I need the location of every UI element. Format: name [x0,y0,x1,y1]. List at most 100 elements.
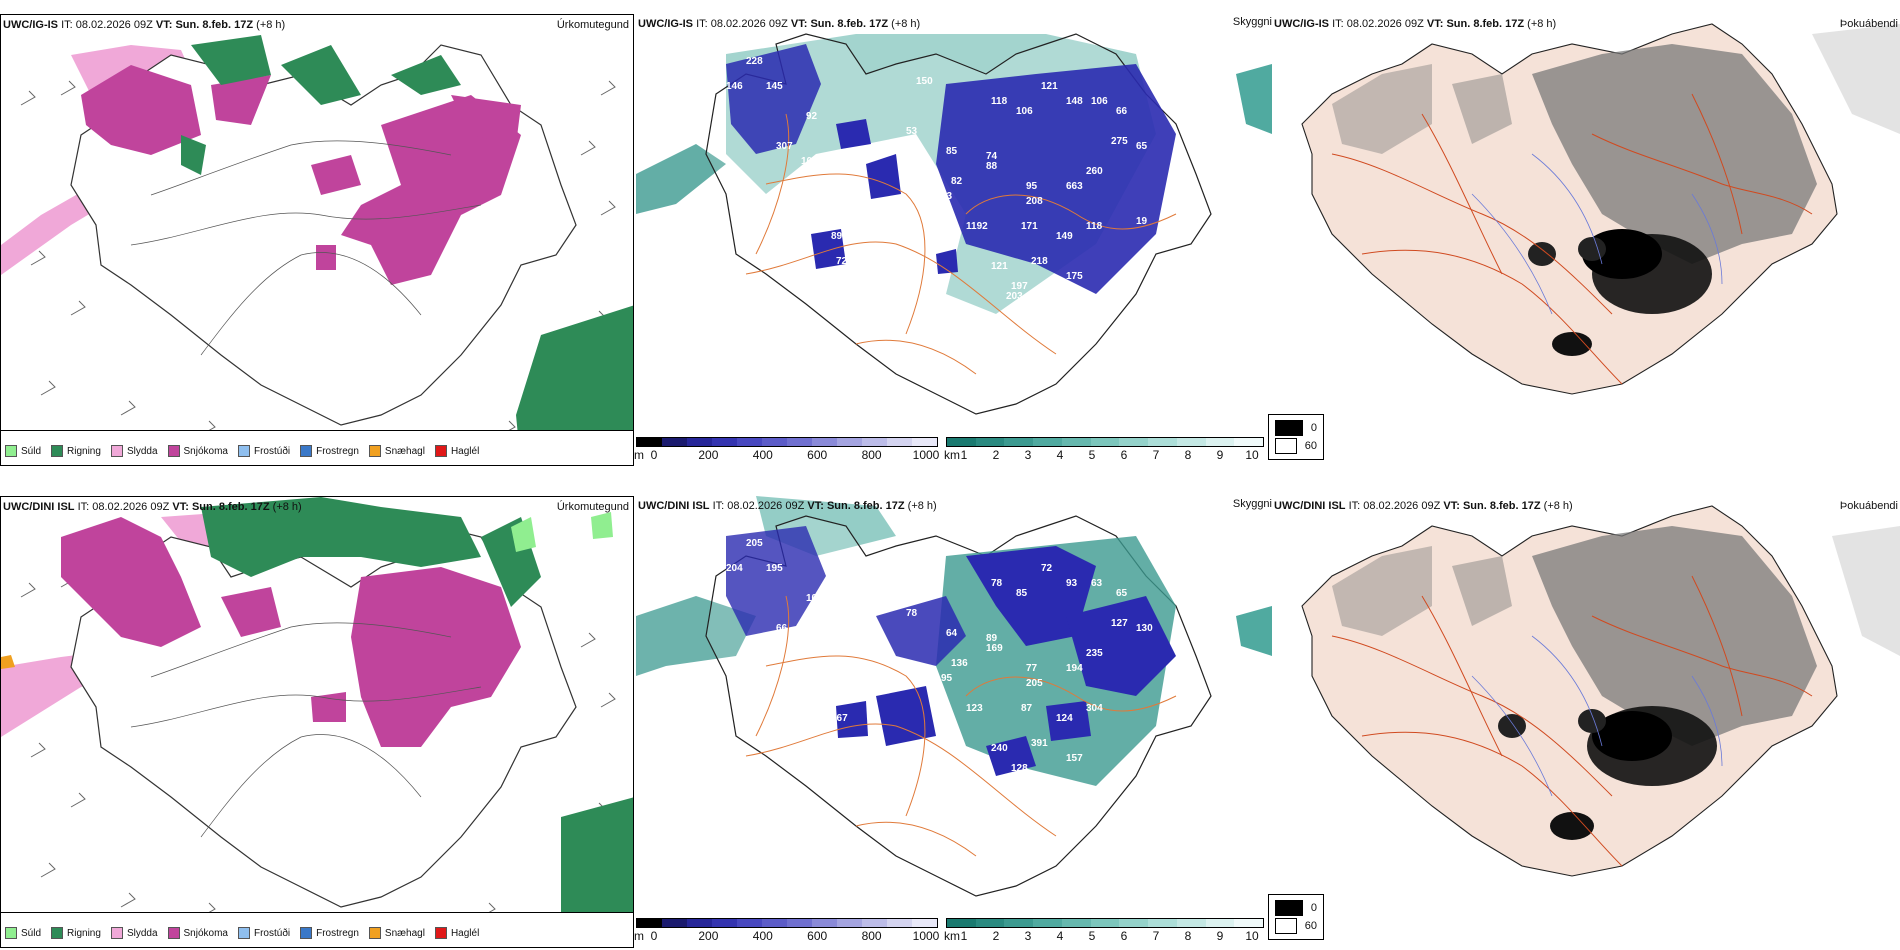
visibility-value-label: 203 [1006,291,1023,302]
legend-label: Frostúði [253,927,291,939]
rivers [1471,153,1723,315]
visibility-value-label: 124 [1056,713,1073,724]
colorbar-segment [975,438,1005,446]
colorbar-segment [887,438,912,446]
variable-label: Úrkomutegund [556,501,629,513]
legend-item: Frostregn [300,445,359,457]
visibility-value-label: 228 [746,56,763,67]
visibility-value-label: 87 [1021,703,1033,714]
visibility-value-label: 167 [831,713,848,724]
iceland-fog-map [1301,23,1900,395]
colorbar-tick: 9 [1216,448,1224,462]
legend-swatch [300,445,313,457]
panel-title-fog: UWC/IG-IS IT: 08.02.2026 09Z VT: Sun. 8.… [1274,18,1557,30]
visibility-value-label: 136 [951,658,968,669]
colorbar-segment [1234,438,1264,446]
visibility-value-label: 77 [1026,663,1038,674]
colorbar-segment [812,438,837,446]
legend-label: Haglél [450,445,480,457]
visibility-value-label: 275 [1111,136,1128,147]
panel-title-visibility: UWC/IG-IS IT: 08.02.2026 09Z VT: Sun. 8.… [638,18,921,30]
visibility-colorbar [946,437,1264,447]
visibility-value-label: 128 [1011,763,1028,774]
visibility-value-label: 63 [1091,578,1103,589]
colorbar-segment [947,438,976,446]
colorbar-tick: 600 [807,929,828,943]
visibility-value-label: 260 [1086,166,1103,177]
colorbar-segment [662,438,687,446]
visibility-area [1236,64,1272,134]
visibility-value-label: 89 [986,633,998,644]
drizzle-areas [511,512,613,552]
fog-legend-label: 0 [1310,902,1317,914]
visibility-value-label: 66 [776,623,788,634]
wind-barbs [20,80,616,436]
colorbar-tick: 5 [1088,448,1096,462]
fog-core [1552,332,1592,356]
colorbar-segment [1234,919,1264,927]
colorbar-segment [1004,919,1034,927]
legend-item: Slydda [110,445,158,457]
visibility-value-label: 82 [1006,773,1018,784]
colorbar-segment [1004,438,1034,446]
colorbar-segment [1090,438,1120,446]
legend-label: Rigning [67,445,101,457]
visibility-area [636,144,726,214]
fog-legend-swatch [1275,420,1303,436]
panel-title-precip: UWC/DINI ISL IT: 08.02.2026 09Z VT: Sun.… [3,501,302,513]
colorbar-tick: 8 [1184,448,1192,462]
colorbar-segment [1148,438,1177,446]
legend-label: Slydda [126,445,158,457]
legend-item: Snæhagl [368,445,425,457]
visibility-value-label: 106 [1016,106,1033,117]
fog-legend-swatch [1275,918,1297,934]
visibility-value-label: 72 [836,256,848,267]
visibility-colorbar [946,918,1264,928]
colorbar-segment [712,919,737,927]
legend-item: Frostúði [237,927,291,939]
visibility-value-label: 195 [766,563,783,574]
visibility-value-label: 95 [1026,181,1038,192]
legend-item: Snæhagl [368,927,425,939]
visibility-value-label: 204 [726,563,743,574]
visibility-value-label: 108 [806,593,823,604]
fog-core [1550,812,1594,840]
colorbar-segment [1148,919,1177,927]
fog-legend-swatch [1275,438,1297,454]
legend-swatch [51,445,64,457]
colorbar-tick: 400 [752,929,773,943]
legend-label: Snæhagl [384,445,425,457]
visibility-value-label: 93 [1066,578,1078,589]
visibility-value-label: 89 [831,231,843,242]
legend-swatch [434,445,447,457]
fog-panel-row2: UWC/DINI ISL IT: 08.02.2026 09Z VT: Sun.… [1272,496,1900,948]
visibility-value-label: 218 [1031,256,1048,267]
legend-swatch [368,927,381,939]
precip-legend: Súld Rigning Slydda Snjókoma Frostúði Frostre… [1,912,633,947]
precip-legend: Súld Rigning Slydda Snjókoma Frostúði Frostre… [1,430,633,465]
colorbar-tick: 800 [861,448,882,462]
colorbar-tick: 6 [1120,929,1128,943]
visibility-value-label: 95 [941,673,953,684]
panel-title-precip: UWC/IG-IS IT: 08.02.2026 09Z VT: Sun. 8.… [3,19,286,31]
colorbar-tick: 1000 [912,929,940,943]
visibility-value-label: 121 [1041,81,1058,92]
cloud-ceiling-areas [726,44,1176,294]
colorbar-unit: m [634,929,644,943]
colorbar-segment [737,919,762,927]
visibility-value-label: 121 [991,261,1008,272]
colorbar-segment [862,919,887,927]
visibility-value-label: 78 [991,578,1003,589]
colorbar-segment [1119,919,1149,927]
ceiling-colorbar-labels: m 0 200 400 600 800 1000 [634,929,940,943]
legend-label: Slydda [126,927,158,939]
variable-label: Úrkomutegund [556,19,629,31]
visibility-value-label: 205 [746,538,763,549]
ceiling-colorbar-labels: m 0 200 400 600 800 1000 [634,448,939,462]
visibility-value-label: 223 [836,738,853,749]
legend-swatch [51,927,64,939]
legend-label: Frostúði [253,445,291,457]
